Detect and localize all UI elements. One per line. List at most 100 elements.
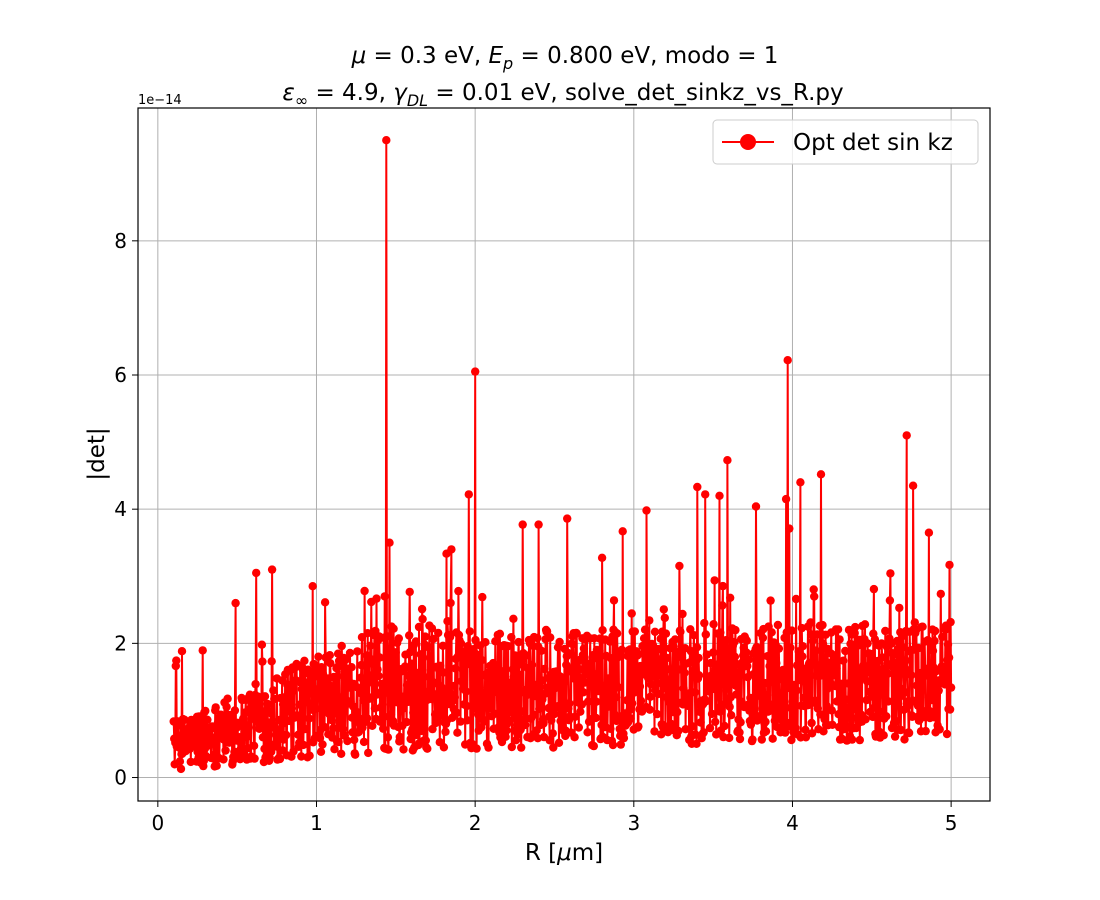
data-point (645, 616, 654, 625)
data-point (882, 712, 891, 721)
data-point (398, 704, 408, 713)
data-point (425, 653, 435, 662)
data-point (654, 655, 664, 664)
data-point (694, 653, 703, 663)
data-point (892, 717, 901, 726)
data-point (472, 679, 482, 689)
data-point (588, 668, 597, 678)
data-point (395, 732, 404, 742)
data-point (548, 729, 557, 738)
data-point (392, 673, 401, 682)
x-tick-label: 4 (786, 811, 799, 835)
data-point (282, 730, 291, 740)
data-point (443, 617, 452, 626)
data-point (731, 625, 740, 635)
data-point (379, 724, 388, 733)
data-point (639, 634, 649, 643)
data-point (563, 514, 572, 523)
data-point (384, 745, 393, 754)
data-point (295, 700, 304, 709)
data-point (725, 733, 734, 743)
data-point (438, 641, 448, 650)
data-point (743, 661, 752, 671)
data-point (678, 609, 687, 619)
data-point (417, 726, 426, 736)
data-point (363, 629, 372, 638)
data-point (464, 490, 473, 499)
data-point (691, 730, 700, 739)
data-point (591, 713, 601, 723)
data-point (570, 733, 579, 742)
y-tick-label: 2 (114, 631, 127, 655)
data-point (465, 627, 474, 636)
data-point (731, 681, 741, 690)
data-point (343, 736, 352, 746)
data-point (534, 520, 543, 529)
data-point (456, 717, 465, 726)
data-point (869, 584, 879, 594)
data-point (221, 746, 230, 755)
data-point (832, 664, 841, 673)
data-point (583, 728, 592, 737)
data-point (819, 727, 828, 736)
data-point (918, 622, 927, 631)
data-point (287, 704, 297, 713)
data-point (843, 723, 852, 733)
data-point (369, 678, 378, 688)
data-point (851, 696, 860, 705)
data-point (783, 356, 792, 365)
data-point (439, 668, 448, 677)
data-point (434, 628, 443, 638)
data-point (695, 707, 704, 716)
data-point (775, 693, 785, 703)
data-point (894, 699, 903, 708)
legend-label: Opt det sin kz (793, 130, 953, 156)
data-point (258, 733, 268, 742)
data-point (309, 659, 318, 669)
data-point (545, 736, 554, 745)
data-point (870, 703, 879, 712)
data-point (883, 669, 893, 678)
data-point (723, 456, 732, 465)
data-point (386, 710, 396, 719)
data-point (575, 665, 584, 674)
data-point (891, 665, 900, 674)
data-point (781, 494, 791, 504)
data-point (325, 651, 334, 660)
data-point (705, 723, 715, 733)
data-point (742, 648, 751, 657)
data-point (716, 628, 725, 637)
data-point (580, 678, 590, 687)
data-point (293, 711, 302, 720)
data-point (920, 671, 929, 680)
data-point (937, 662, 946, 671)
data-point (851, 622, 860, 632)
data-point (362, 714, 372, 723)
data-point (708, 674, 717, 684)
data-point (251, 679, 260, 689)
data-point (692, 643, 702, 652)
data-point (337, 641, 346, 651)
data-point (312, 704, 321, 713)
data-point (770, 667, 779, 677)
data-point (211, 703, 220, 712)
data-point (275, 754, 285, 764)
y-axis-label: |det| (84, 427, 110, 480)
data-point (450, 681, 459, 691)
data-point (320, 722, 329, 732)
data-point (807, 718, 816, 728)
data-point (477, 655, 486, 665)
data-point (267, 565, 277, 574)
data-point (317, 663, 326, 672)
data-point (746, 693, 755, 703)
data-point (350, 735, 359, 745)
data-point (212, 761, 221, 770)
data-point (219, 755, 228, 764)
data-point (892, 658, 901, 668)
data-point (721, 636, 731, 645)
data-point (509, 614, 518, 623)
data-point (305, 751, 314, 760)
data-point (715, 707, 724, 716)
data-point (404, 697, 413, 706)
data-point (480, 717, 489, 726)
